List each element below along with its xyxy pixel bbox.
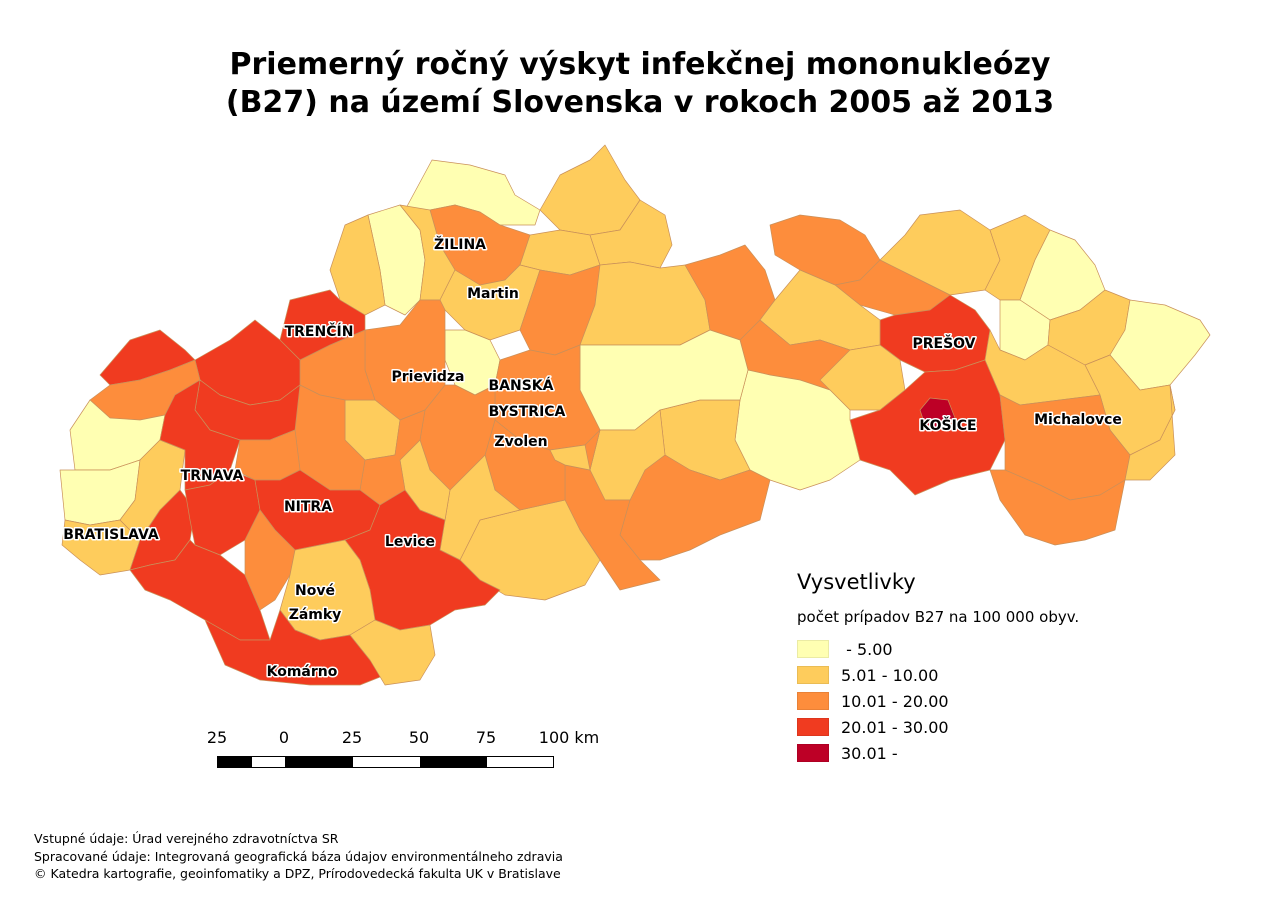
scale-label: 50 [408,728,430,747]
district-sobrance [1124,384,1176,481]
district-trnava [159,379,241,491]
label-nitra: NITRA [284,499,332,515]
label-kosice: KOŠICE [919,416,976,434]
label-trnava: TRNAVA [181,468,244,484]
legend-row: 10.01 - 20.00 [797,688,1079,714]
scale-segment [487,757,553,767]
legend-row: 30.01 - [797,740,1079,766]
scale-bar [217,756,554,768]
title-line-1: Priemerný ročný výskyt infekčnej mononuk… [229,47,1051,82]
title-line-2: (B27) na území Slovenska v rokoch 2005 a… [225,85,1055,120]
district-trebisov [989,469,1126,546]
map-title: Priemerný ročný výskyt infekčnej mononuk… [0,46,1280,122]
legend-title: Vysvetlivky [797,570,916,594]
scale-segment [285,757,353,767]
label-nove-zamky-2: Zámky [289,607,342,623]
scale-labels: 25 0 25 50 75 100 km [0,728,1280,748]
credit-line-3: © Katedra kartografie, geoinfomatiky a D… [34,866,561,881]
district-sturovo [349,619,436,686]
scale-segment [353,757,420,767]
legend-swatch [797,640,829,658]
credit-line-1: Vstupné údaje: Úrad verejného zdravotníc… [34,831,339,846]
district-kezmarok [769,214,881,286]
scale-segment [420,757,487,767]
legend-swatch [797,744,829,762]
label-presov: PREŠOV [912,334,975,352]
label-zvolen: Zvolen [494,434,547,450]
label-prievidza: Prievidza [391,369,464,385]
scale-label: 25 [341,728,363,747]
legend-label: 30.01 - [841,743,903,763]
legend-swatch [797,692,829,710]
district-kosice-mesto [919,397,956,429]
label-komarno: Komárno [267,664,338,680]
label-martin: Martin [467,286,519,302]
label-levice: Levice [385,534,435,550]
scale-segment [218,757,252,767]
legend-label: 5.01 - 10.00 [841,665,939,685]
scale-segment [252,757,285,767]
credit-line-2: Spracované údaje: Integrovaná geografick… [34,848,563,864]
label-banska-1: BANSKÁ [489,377,554,394]
district-bytca [329,214,386,316]
label-michalovce: Michalovce [1034,412,1122,428]
scale-label: 100 km [538,728,600,747]
label-nove-zamky-1: Nové [295,583,335,599]
legend-row: 5.01 - 10.00 [797,662,1079,688]
legend-swatch [797,718,829,736]
district-snina [1109,299,1211,391]
legend-label: - 5.00 [841,639,893,659]
legend-swatch [797,666,829,684]
scale-label: 25 [206,728,228,747]
label-bratislava: BRATISLAVA [63,527,159,543]
legend-subtitle: počet prípadov B27 na 100 000 obyv. [797,608,1080,626]
scale-label: 0 [278,728,290,747]
legend-label: 10.01 - 20.00 [841,691,949,711]
legend-row: 20.01 - 30.00 [797,714,1079,740]
legend-label: 20.01 - 30.00 [841,717,949,737]
district-detva [549,444,591,471]
legend-classes: - 5.00 5.01 - 10.00 10.01 - 20.00 20.01 - 3… [797,636,1079,766]
scale-label: 75 [475,728,497,747]
credits: Vstupné údaje: Úrad verejného zdravotníc… [34,830,563,883]
label-trencin: TRENČÍN [285,322,354,340]
legend: Vysvetlivky počet prípadov B27 na 100 00… [797,570,1079,766]
label-banska-2: BYSTRICA [489,404,566,420]
district-namestovo [539,144,641,236]
label-zilina: ŽILINA [434,236,486,253]
legend-row: - 5.00 [797,636,1079,662]
